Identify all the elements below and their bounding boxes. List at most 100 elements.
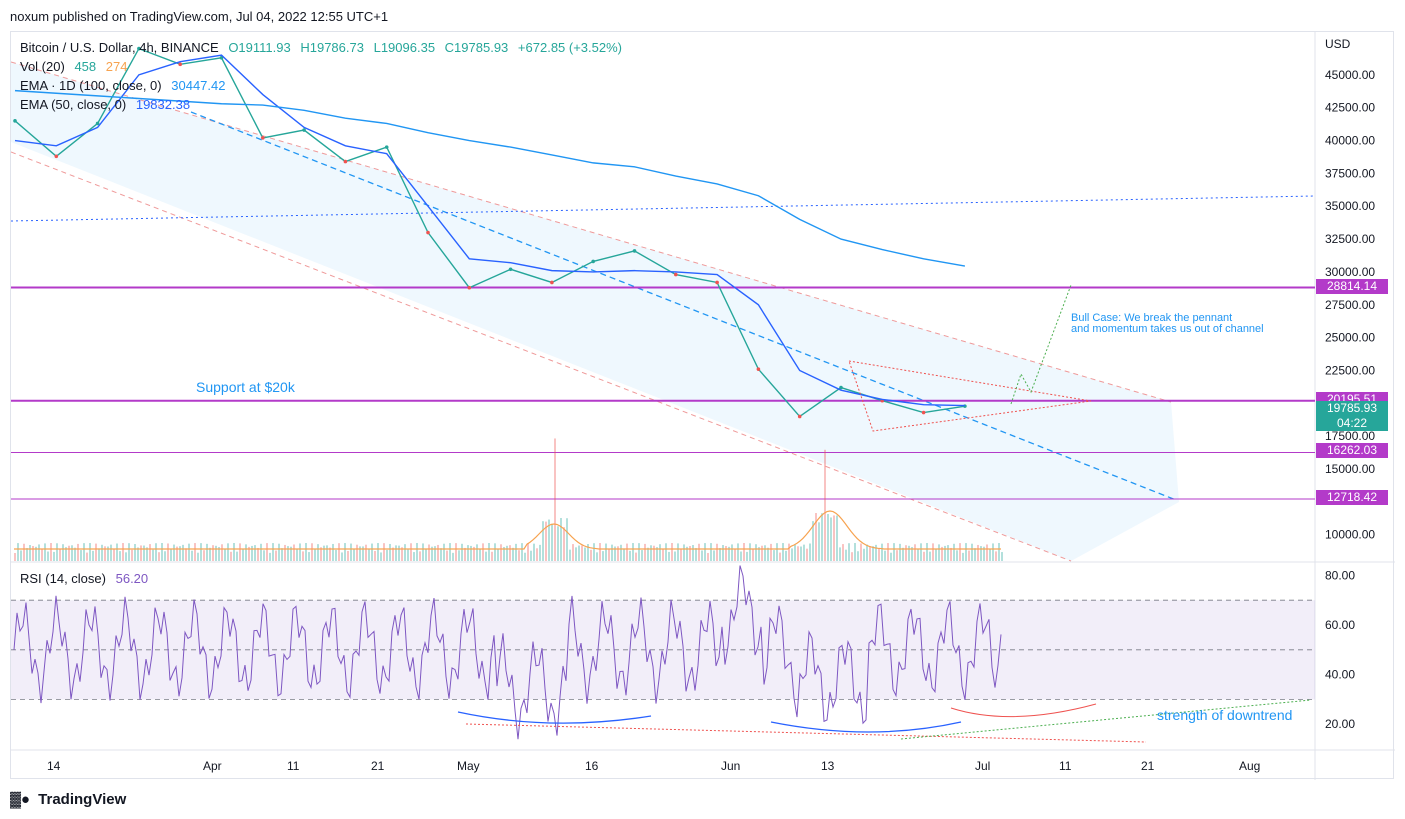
time-tick-label: Jun xyxy=(721,759,740,773)
legend-symbol[interactable]: Bitcoin / U.S. Dollar, 4h, BINANCE xyxy=(20,40,219,55)
volume-bar xyxy=(743,543,745,561)
volume-bar xyxy=(209,547,211,561)
volume-bar xyxy=(260,543,262,561)
price-tick-label: 32500.00 xyxy=(1325,232,1375,246)
volume-bar xyxy=(431,546,433,561)
volume-bar xyxy=(794,544,796,561)
volume-bar xyxy=(227,543,229,561)
volume-bar xyxy=(806,548,808,561)
volume-bar xyxy=(740,551,742,561)
rsi-tick-label: 80.00 xyxy=(1325,568,1355,582)
volume-bar xyxy=(614,546,616,561)
volume-bar xyxy=(281,548,283,561)
chart-container[interactable]: USD 45000.00 42500.00 40000.00 37500.00 35000… xyxy=(10,31,1395,780)
volume-bar xyxy=(32,546,34,561)
footer-brand[interactable]: ▓● TradingView xyxy=(10,791,126,808)
legend-low: L19096.35 xyxy=(373,40,436,55)
volume-bar xyxy=(131,549,133,561)
volume-bar xyxy=(974,548,976,561)
channel-fill xyxy=(11,62,1179,561)
volume-value-b: 274 xyxy=(105,59,128,74)
volume-bar xyxy=(518,550,520,561)
volume-bar xyxy=(284,544,286,561)
volume-bar xyxy=(68,545,70,561)
volume-bar xyxy=(512,547,514,561)
time-tick-label: 21 xyxy=(371,759,385,773)
volume-bar xyxy=(1001,552,1003,561)
rsi-tick-label: 40.00 xyxy=(1325,668,1355,682)
volume-bar xyxy=(203,550,205,561)
volume-bar xyxy=(968,550,970,561)
volume-bar xyxy=(656,547,658,561)
volume-bar xyxy=(146,547,148,561)
volume-bar xyxy=(818,522,820,561)
volume-bar xyxy=(326,545,328,561)
volume-bar xyxy=(278,543,280,561)
volume-bar xyxy=(776,543,778,561)
volume-bar xyxy=(173,544,175,561)
price-point xyxy=(839,385,843,390)
volume-bar xyxy=(935,549,937,561)
volume-bar xyxy=(572,544,574,561)
volume-bar xyxy=(977,544,979,561)
volume-bar xyxy=(35,546,37,561)
time-tick-label: 14 xyxy=(47,759,61,773)
volume-bar xyxy=(494,543,496,561)
price-tick-label: 45000.00 xyxy=(1325,68,1375,82)
volume-bar xyxy=(677,543,679,561)
volume-bar xyxy=(866,544,868,561)
volume-bar xyxy=(14,553,16,561)
volume-bar xyxy=(989,548,991,561)
ema50-label[interactable]: EMA (50, close, 0) xyxy=(20,97,127,112)
volume-bar xyxy=(398,545,400,561)
volume-bar xyxy=(728,546,730,561)
volume-bar xyxy=(377,543,379,561)
volume-bar xyxy=(779,552,781,561)
volume-bar xyxy=(785,550,787,561)
volume-bar xyxy=(59,549,61,561)
price-point xyxy=(797,414,802,419)
rsi-annotation: strength of downtrend xyxy=(1157,707,1292,723)
volume-bar xyxy=(662,549,664,561)
volume-bar xyxy=(233,543,235,561)
volume-bar xyxy=(89,543,91,561)
volume-label[interactable]: Vol (20) xyxy=(20,59,65,74)
volume-bar xyxy=(731,544,733,561)
ema100-label[interactable]: EMA · 1D (100, close, 0) xyxy=(20,78,162,93)
volume-bar xyxy=(125,552,127,561)
volume-bar xyxy=(947,545,949,561)
volume-bar xyxy=(416,543,418,561)
volume-bar xyxy=(509,545,511,561)
price-chart[interactable]: USD 45000.00 42500.00 40000.00 37500.00 35000… xyxy=(11,32,1395,780)
volume-bar xyxy=(548,519,550,561)
price-tick-label: 10000.00 xyxy=(1325,528,1375,542)
volume-bar xyxy=(314,549,316,561)
volume-bar xyxy=(353,548,355,561)
volume-bar xyxy=(962,552,964,561)
volume-bar xyxy=(425,548,427,561)
volume-bar xyxy=(851,552,853,561)
volume-bar xyxy=(839,547,841,561)
volume-bar xyxy=(395,545,397,561)
volume-bar xyxy=(734,549,736,561)
volume-bar xyxy=(317,544,319,561)
rsi-label[interactable]: RSI (14, close) xyxy=(20,571,106,586)
volume-bar xyxy=(341,552,343,561)
volume-bar xyxy=(665,543,667,561)
volume-bar xyxy=(413,552,415,561)
ema100-value: 30447.42 xyxy=(171,78,226,93)
volume-bar xyxy=(155,543,157,561)
volume-bar xyxy=(950,547,952,561)
volume-bar xyxy=(272,543,274,561)
volume-bar xyxy=(530,550,532,561)
volume-bar xyxy=(224,549,226,561)
price-point xyxy=(261,136,265,140)
legend-high: H19786.73 xyxy=(300,40,364,55)
volume-bar xyxy=(491,551,493,561)
volume-bar xyxy=(623,548,625,561)
volume-bar xyxy=(263,550,265,561)
volume-bar xyxy=(383,543,385,561)
volume-bar xyxy=(878,548,880,561)
volume-bar xyxy=(611,544,613,561)
volume-ma-line xyxy=(14,510,1001,550)
